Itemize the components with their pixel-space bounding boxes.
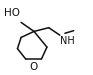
- Text: HO: HO: [4, 8, 20, 18]
- Text: O: O: [29, 62, 38, 72]
- Text: NH: NH: [60, 36, 75, 46]
